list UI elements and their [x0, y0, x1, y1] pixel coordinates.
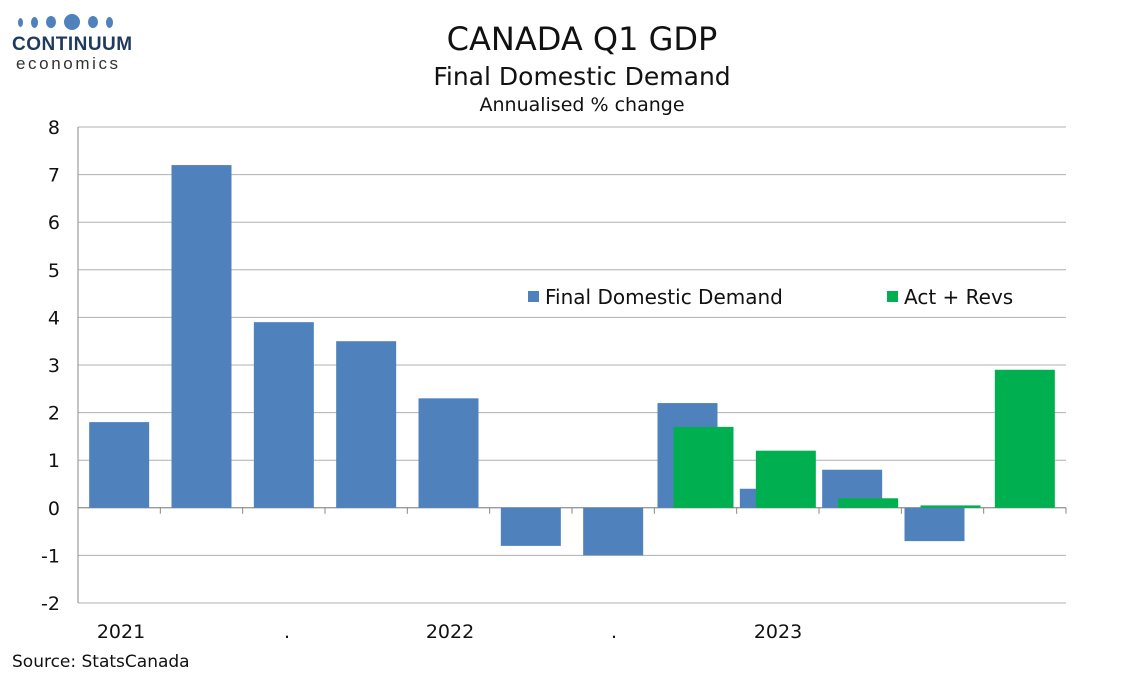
chart-title: CANADA Q1 GDP: [446, 20, 718, 58]
y-tick-label: 4: [48, 307, 60, 329]
y-tick-label: 7: [48, 165, 60, 187]
y-tick-label: 0: [48, 498, 60, 520]
x-tick-label: .: [284, 621, 290, 643]
bar-act-revs: [994, 369, 1055, 508]
x-tick-label: .: [611, 621, 617, 643]
y-tick-label: 6: [48, 212, 60, 234]
legend-act-revs-swatch: [887, 291, 898, 302]
logo-dots-icon: [18, 12, 142, 32]
x-tick-label: 2021: [97, 621, 145, 643]
y-tick-label: 5: [48, 260, 60, 282]
bar-final-domestic-demand: [253, 322, 314, 508]
legend-final-domestic-demand-swatch: [528, 291, 539, 302]
bar-act-revs: [673, 426, 734, 508]
y-tick-label: 8: [48, 117, 60, 139]
brand-name: CONTINUUM: [12, 34, 133, 55]
legend-act-revs-label: Act + Revs: [904, 285, 1013, 309]
legend-final-domestic-demand-label: Final Domestic Demand: [545, 285, 783, 309]
source-note: Source: StatsCanada: [12, 652, 190, 672]
chart-ylabel: Annualised % change: [479, 94, 685, 116]
x-tick-label: 2022: [426, 621, 474, 643]
bar-final-domestic-demand: [336, 341, 397, 508]
bar-act-revs: [755, 450, 816, 508]
y-tick-label: -2: [41, 593, 60, 615]
bar-final-domestic-demand: [171, 165, 232, 508]
bar-act-revs: [920, 505, 981, 508]
y-tick-label: -1: [41, 545, 60, 567]
y-tick-label: 1: [48, 450, 60, 472]
x-tick-label: 2023: [754, 621, 802, 643]
bar-final-domestic-demand: [904, 507, 965, 542]
bar-final-domestic-demand: [500, 507, 561, 546]
brand-sub: economics: [16, 54, 121, 73]
chart-subtitle: Final Domestic Demand: [433, 62, 731, 91]
y-tick-label: 2: [48, 403, 60, 425]
brand-logo: CONTINUUM economics: [12, 12, 142, 74]
bar-act-revs: [838, 498, 899, 508]
bar-final-domestic-demand: [583, 507, 644, 556]
bar-final-domestic-demand: [418, 398, 479, 508]
bar-final-domestic-demand: [89, 422, 150, 508]
y-tick-label: 3: [48, 355, 60, 377]
